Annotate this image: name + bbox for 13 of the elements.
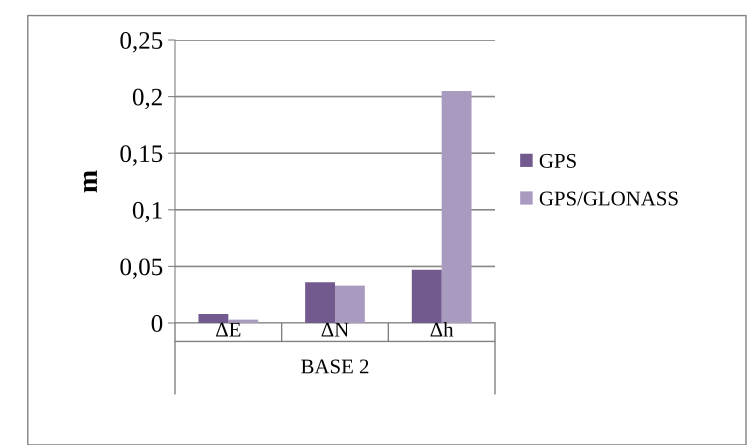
- y-tick-label: 0,05: [120, 258, 162, 279]
- y-tick-label: 0: [152, 315, 162, 332]
- legend-label: GPS/GLONASS: [540, 192, 678, 206]
- y-tick-label: 0,2: [132, 88, 162, 110]
- x-tick-label: ΔN: [322, 322, 349, 336]
- y-tick-label: 0,1: [132, 202, 162, 222]
- y-axis-title: m: [84, 170, 97, 192]
- x-tick-label: ΔE: [216, 322, 240, 336]
- x-axis-title: BASE 2: [301, 359, 368, 374]
- x-tick-label: Δh: [430, 322, 454, 336]
- y-tick-label: 0,15: [120, 145, 162, 166]
- legend-label: GPS: [540, 154, 576, 168]
- y-tick-label: 0,25: [120, 32, 162, 53]
